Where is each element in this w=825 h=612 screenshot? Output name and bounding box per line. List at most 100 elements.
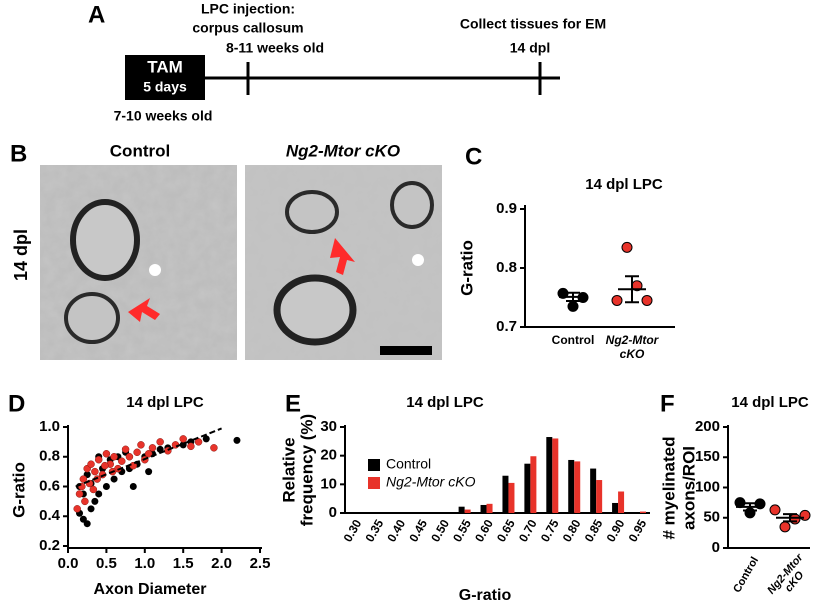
- bar: [414, 512, 421, 513]
- data-point: [133, 448, 141, 457]
- bar: [634, 512, 640, 513]
- data-point: [779, 521, 791, 533]
- x-tick-label: 0.80: [560, 517, 584, 545]
- data-point: [101, 461, 109, 470]
- data-point: [73, 505, 81, 513]
- bar: [436, 512, 443, 513]
- x-tick-label: Control: [731, 555, 761, 595]
- legend-swatch: [368, 459, 380, 471]
- x-axis-label: G-ratio: [459, 587, 512, 604]
- axes: [67, 425, 262, 549]
- error-bar: [625, 275, 639, 304]
- x-tick-label: 0.95: [626, 517, 650, 545]
- data-point: [567, 300, 579, 312]
- data-point: [79, 475, 88, 483]
- x-tick-label: 0.55: [450, 517, 474, 545]
- data-point: [87, 460, 95, 468]
- y-tick-label: 0: [329, 504, 337, 521]
- y-tick-label: 0.2: [39, 537, 60, 554]
- y-tick-label: 0.7: [496, 318, 517, 335]
- column-label: Control: [110, 141, 170, 160]
- panel-label: F: [660, 390, 675, 417]
- collect-text: Collect tissues for EM: [460, 16, 606, 32]
- y-axis-label: G-ratio: [9, 462, 28, 518]
- y-tick-label: 0.8: [39, 448, 60, 465]
- x-tick-label: 2.0: [211, 555, 232, 572]
- x-tick-label: 0.90: [604, 517, 628, 545]
- bar: [596, 480, 603, 513]
- data-point: [233, 436, 241, 444]
- data-point: [125, 453, 134, 461]
- data-point: [110, 453, 118, 461]
- y-tick-label: 0.6: [39, 477, 60, 494]
- panel-label: A: [88, 1, 105, 28]
- data-point: [129, 483, 137, 490]
- y-tick-label: 30: [320, 418, 337, 435]
- data-point: [156, 445, 164, 453]
- bar: [508, 482, 515, 513]
- data-point: [89, 485, 98, 494]
- axes: [727, 425, 810, 549]
- data-point: [611, 294, 623, 306]
- x-tick-label: 2.5: [250, 555, 271, 572]
- error-bar: [783, 513, 797, 523]
- bar: [640, 511, 646, 513]
- bar: [524, 463, 531, 513]
- bar: [530, 456, 537, 513]
- chart-title: 14 dpl LPC: [406, 394, 484, 411]
- panel-label: E: [285, 390, 301, 417]
- y-tick-label: 50: [703, 509, 720, 526]
- data-point: [144, 450, 153, 458]
- x-tick-label: Control: [552, 333, 595, 347]
- x-tick-label: 0.75: [538, 517, 562, 545]
- injection-text: LPC injection:: [201, 1, 295, 17]
- y-tick-label: 0.9: [496, 200, 517, 217]
- bar: [574, 461, 581, 513]
- fit-line: [75, 427, 222, 488]
- y-tick-label: 1.0: [39, 418, 60, 435]
- data-point: [75, 490, 84, 498]
- bar: [618, 491, 625, 513]
- error-bar: [743, 502, 757, 512]
- data-point: [789, 513, 801, 525]
- data-point: [121, 445, 130, 454]
- data-point: [769, 504, 781, 516]
- x-tick-label: 0.0: [58, 555, 79, 572]
- chart-title: 14 dpl LPC: [731, 394, 809, 411]
- column-label: Ng2-Mtor cKO: [286, 141, 400, 160]
- data-point: [799, 509, 811, 521]
- data-point: [148, 444, 157, 452]
- data-point: [91, 467, 99, 476]
- x-tick-label: 1.5: [173, 555, 194, 572]
- tam-age: 7-10 weeks old: [114, 108, 213, 124]
- injection-text: corpus callosum: [192, 20, 303, 36]
- data-point: [95, 490, 103, 498]
- data-point: [110, 475, 118, 483]
- data-point: [137, 441, 145, 449]
- tam-box: [125, 55, 205, 100]
- x-tick-label: 0.5: [96, 555, 117, 572]
- data-point: [156, 438, 164, 446]
- x-tick-label: 0.30: [341, 517, 365, 545]
- data-point: [187, 442, 195, 451]
- bar: [568, 459, 575, 513]
- bar: [502, 475, 509, 513]
- chart-title: 14 dpl LPC: [585, 176, 663, 193]
- data-point: [641, 294, 653, 306]
- x-tick-label: 0.70: [516, 517, 540, 545]
- bar: [590, 468, 597, 513]
- y-tick-label: 100: [695, 478, 720, 495]
- data-point: [83, 520, 91, 528]
- em-image: [245, 165, 442, 360]
- legend-swatch: [368, 477, 380, 489]
- y-axis-label: Relative: [279, 437, 298, 502]
- data-point: [118, 457, 126, 465]
- x-tick-label: 0.60: [472, 517, 496, 545]
- y-axis-label: # myelinated: [659, 437, 678, 540]
- panel-label: C: [465, 143, 482, 170]
- x-tick-label: 0.35: [362, 517, 386, 545]
- x-tick-label: 0.40: [384, 517, 408, 545]
- error-bar: [566, 291, 580, 303]
